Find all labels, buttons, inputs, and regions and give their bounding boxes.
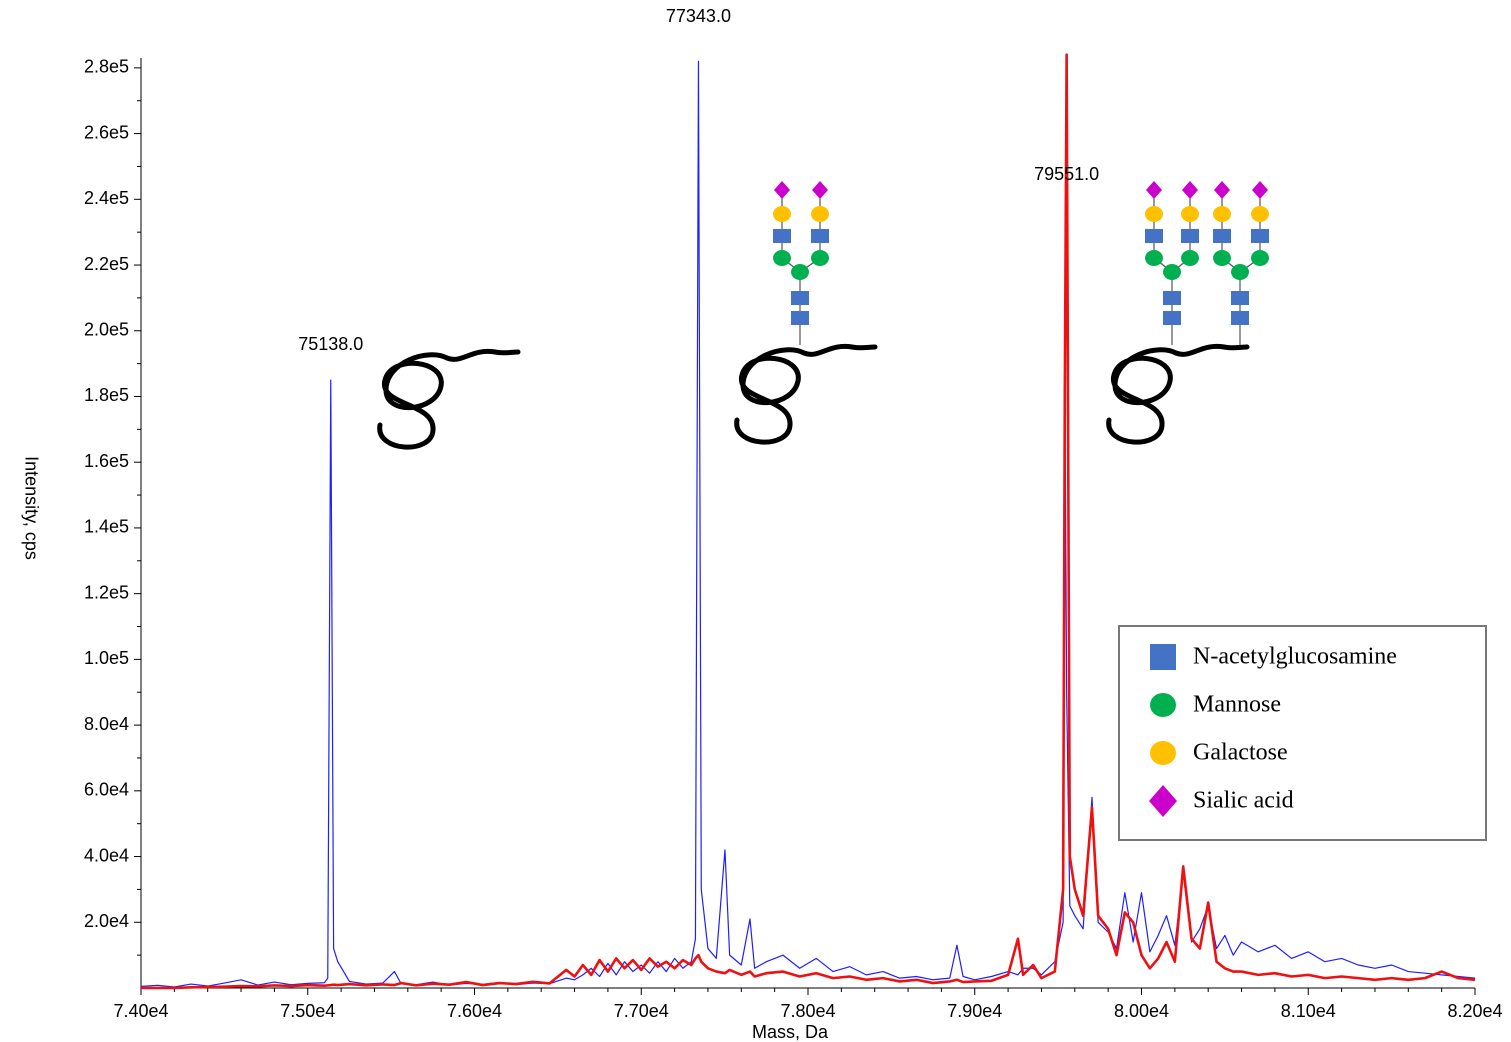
x-tick-label: 7.50e4 [280, 1001, 335, 1021]
y-tick-label: 1.4e5 [84, 517, 129, 537]
legend-marker [1150, 741, 1176, 765]
y-tick-label: 2.0e4 [84, 911, 129, 931]
sugar-symbol [811, 206, 829, 222]
spectrum-line [140, 60, 1476, 988]
x-tick-label: 7.90e4 [947, 1001, 1002, 1021]
legend-marker [1150, 644, 1176, 670]
y-tick-label: 2.6e5 [84, 122, 129, 142]
sugar-symbol [1213, 250, 1231, 266]
glcnac-symbol [1231, 291, 1249, 305]
glcnac-symbol [1213, 229, 1231, 243]
x-tick-label: 7.70e4 [614, 1001, 669, 1021]
legend-label: Galactose [1193, 740, 1288, 766]
x-tick-label: 8.20e4 [1447, 1001, 1502, 1021]
legend-label: Mannose [1193, 692, 1281, 718]
y-tick-label: 1.6e5 [84, 451, 129, 471]
sialic-symbol [812, 181, 828, 199]
sialic-symbol [1214, 181, 1230, 199]
peak-label: 79551.0 [1034, 164, 1099, 184]
sugar-symbol [1181, 206, 1199, 222]
protein-helix [734, 343, 878, 445]
x-tick-label: 7.60e4 [447, 1001, 502, 1021]
legend-marker [1149, 785, 1177, 817]
y-tick-label: 8.0e4 [84, 714, 129, 734]
x-tick-label: 7.80e4 [780, 1001, 835, 1021]
glycan [1145, 181, 1269, 345]
x-tick-label: 8.10e4 [1281, 1001, 1336, 1021]
sugar-symbol [1251, 250, 1269, 266]
sialic-symbol [1146, 181, 1162, 199]
sialic-symbol [1182, 181, 1198, 199]
legend-label: Sialic acid [1193, 788, 1294, 814]
y-tick-label: 1.8e5 [84, 385, 129, 405]
peak-label: 77343.0 [666, 6, 731, 26]
sugar-symbol [1145, 206, 1163, 222]
y-axis-title: Intensity, cps [21, 456, 41, 560]
y-tick-label: 4.0e4 [84, 845, 129, 865]
y-tick-label: 2.0e5 [84, 320, 129, 340]
sugar-symbol [773, 250, 791, 266]
y-tick-label: 1.0e5 [84, 648, 129, 668]
protein-helix [377, 348, 521, 450]
y-tick-label: 2.4e5 [84, 188, 129, 208]
sugar-symbol [1251, 206, 1269, 222]
glcnac-symbol [1163, 291, 1181, 305]
sugar-symbol [1163, 264, 1181, 280]
glcnac-symbol [1231, 311, 1249, 325]
glcnac-symbol [811, 229, 829, 243]
glcnac-symbol [791, 291, 809, 305]
sugar-symbol [1181, 250, 1199, 266]
sialic-symbol [774, 181, 790, 199]
glcnac-symbol [1181, 229, 1199, 243]
protein-sketches [377, 343, 1250, 450]
x-axis-title: Mass, Da [752, 1022, 829, 1042]
y-tick-label: 2.2e5 [84, 254, 129, 274]
glcnac-symbol [773, 229, 791, 243]
sialic-symbol [1252, 181, 1268, 199]
spectrum-line [141, 53, 1476, 990]
legend-label: N-acetylglucosamine [1193, 644, 1397, 670]
sugar-symbol [811, 250, 829, 266]
protein-helix [1106, 343, 1250, 445]
sugar-symbol [1231, 264, 1249, 280]
peak-label: 75138.0 [298, 334, 363, 354]
legend-marker [1150, 693, 1176, 717]
sugar-symbol [773, 206, 791, 222]
symbol-legend-box [1118, 625, 1487, 841]
x-tick-label: 8.00e4 [1114, 1001, 1169, 1021]
glcnac-symbol [791, 311, 809, 325]
y-tick-label: 6.0e4 [84, 780, 129, 800]
x-tick-label: 7.40e4 [113, 1001, 168, 1021]
glycan [773, 181, 829, 345]
y-tick-label: 2.8e5 [84, 57, 129, 77]
glcnac-symbol [1163, 311, 1181, 325]
glcnac-symbol [1251, 229, 1269, 243]
y-tick-label: 1.2e5 [84, 582, 129, 602]
sugar-symbol [791, 264, 809, 280]
sugar-symbol [1213, 206, 1231, 222]
sugar-symbol [1145, 250, 1163, 266]
glcnac-symbol [1145, 229, 1163, 243]
